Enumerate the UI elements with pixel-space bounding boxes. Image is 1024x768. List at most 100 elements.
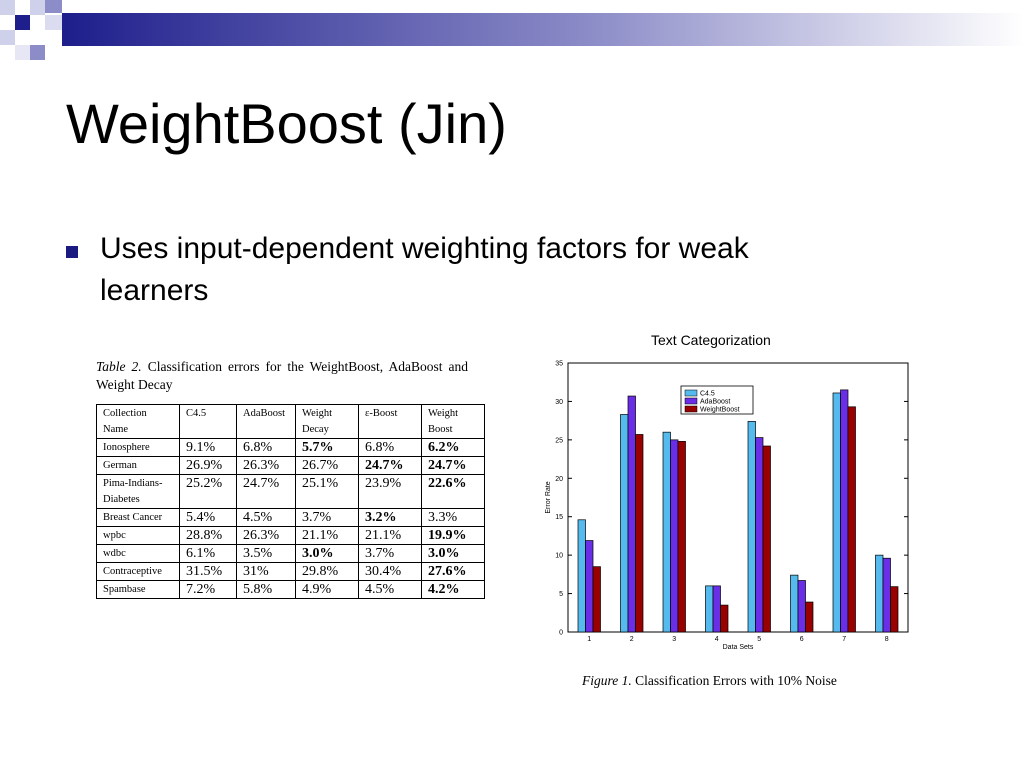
y-tick-label: 10 bbox=[555, 553, 563, 560]
table-cell: 3.7% bbox=[295, 508, 359, 527]
table-cell: 3.0% bbox=[421, 544, 485, 563]
y-tick-label: 30 bbox=[555, 399, 563, 406]
table-cell: 28.8% bbox=[179, 526, 237, 545]
table-caption-label: Table 2. bbox=[96, 359, 142, 374]
legend-swatch bbox=[684, 397, 698, 405]
error-rate-bar-chart: 0 5 10 15 20 25 30 35 1 2 3 4 5 6 7 8 Data Sets Error Rat… bbox=[545, 361, 909, 651]
table-header-cell: C4.5 bbox=[179, 404, 237, 439]
table-row-name: Ionosphere bbox=[96, 438, 180, 457]
legend-entry: AdaBoost bbox=[700, 399, 730, 406]
table-cell: 31.5% bbox=[179, 562, 237, 581]
x-tick-label: 8 bbox=[885, 636, 889, 643]
table-cell: 31% bbox=[236, 562, 296, 581]
table-cell: 3.5% bbox=[236, 544, 296, 563]
table-cell: 26.3% bbox=[236, 456, 296, 475]
table-cell: 24.7% bbox=[421, 456, 485, 475]
table-cell: 27.6% bbox=[421, 562, 485, 581]
table-cell: 7.2% bbox=[179, 580, 237, 599]
table-row: wpbc 28.8% 26.3% 21.1% 21.1% 19.9% bbox=[96, 526, 485, 545]
table-row-name: Contraceptive bbox=[96, 562, 180, 581]
table-cell: 5.4% bbox=[179, 508, 237, 527]
table-header-row: Collection Name C4.5 AdaBoost Weight Decay ε… bbox=[96, 404, 485, 439]
bar-c4-5 bbox=[747, 421, 756, 633]
table-row-name: wpbc bbox=[96, 526, 180, 545]
slide-title: WeightBoost (Jin) bbox=[66, 92, 507, 155]
bar-c4-5 bbox=[875, 554, 884, 633]
bar-adaboost bbox=[670, 439, 679, 633]
table-row-name: German bbox=[96, 456, 180, 475]
table-header-cell: Weight Decay bbox=[295, 404, 359, 439]
y-axis-label: Error Rate bbox=[545, 481, 552, 513]
bar-weightboost bbox=[890, 586, 899, 633]
table-cell: 3.7% bbox=[358, 544, 422, 563]
legend-entry: WeightBoost bbox=[700, 407, 740, 414]
bar-adaboost bbox=[755, 437, 764, 633]
bar-weightboost bbox=[847, 406, 856, 633]
bar-c4-5 bbox=[705, 585, 714, 633]
table-row-name: Spambase bbox=[96, 580, 180, 599]
y-tick-label: 25 bbox=[555, 437, 563, 444]
bullet-item: Uses input-dependent weighting factors f… bbox=[66, 228, 886, 312]
figure-caption-label: Figure 1. bbox=[582, 673, 632, 688]
table-cell: 6.2% bbox=[421, 438, 485, 457]
y-tick-label: 35 bbox=[555, 361, 563, 368]
y-tick-label: 5 bbox=[559, 591, 563, 598]
table-cell: 3.3% bbox=[421, 508, 485, 527]
table-cell: 4.9% bbox=[295, 580, 359, 599]
table-cell: 4.5% bbox=[358, 580, 422, 599]
table-cell: 24.7% bbox=[236, 474, 296, 509]
table-cell: 5.7% bbox=[295, 438, 359, 457]
bullet-text: Uses input-dependent weighting factors f… bbox=[100, 232, 749, 307]
table-cell: 3.0% bbox=[295, 544, 359, 563]
table-cell: 26.3% bbox=[236, 526, 296, 545]
table-cell: 30.4% bbox=[358, 562, 422, 581]
table-header-cell: ε-Boost bbox=[358, 404, 422, 439]
y-tick-label: 0 bbox=[559, 630, 563, 637]
table-cell: 21.1% bbox=[295, 526, 359, 545]
bar-adaboost bbox=[840, 389, 849, 633]
table-cell: 29.8% bbox=[295, 562, 359, 581]
table-cell: 4.5% bbox=[236, 508, 296, 527]
y-tick-label: 15 bbox=[555, 514, 563, 521]
y-tick-label: 20 bbox=[555, 476, 563, 483]
bar-weightboost bbox=[762, 445, 771, 633]
x-tick-label: 7 bbox=[842, 636, 846, 643]
x-tick-label: 2 bbox=[630, 636, 634, 643]
figure-caption: Figure 1. Classification Errors with 10%… bbox=[582, 673, 837, 689]
x-axis-label: Data Sets bbox=[723, 644, 754, 651]
table-cell: 26.9% bbox=[179, 456, 237, 475]
chart-label: Text Categorization bbox=[651, 332, 771, 348]
table-header-cell: Weight Boost bbox=[421, 404, 485, 439]
table-cell: 22.6% bbox=[421, 474, 485, 509]
table-row: Breast Cancer 5.4% 4.5% 3.7% 3.2% 3.3% bbox=[96, 508, 485, 527]
table-row: wdbc 6.1% 3.5% 3.0% 3.7% 3.0% bbox=[96, 544, 485, 563]
table-row: Pima-Indians-Diabetes 25.2% 24.7% 25.1% 23.9… bbox=[96, 474, 485, 509]
table-cell: 9.1% bbox=[179, 438, 237, 457]
figure-caption-text: Classification Errors with 10% Noise bbox=[635, 673, 837, 688]
bar-c4-5 bbox=[662, 431, 671, 633]
table-cell: 4.2% bbox=[421, 580, 485, 599]
bar-weightboost bbox=[592, 566, 601, 633]
legend-swatch bbox=[684, 389, 698, 397]
table-row: German 26.9% 26.3% 26.7% 24.7% 24.7% bbox=[96, 456, 485, 475]
table-row-name: Pima-Indians-Diabetes bbox=[96, 474, 180, 509]
square-bullet-icon bbox=[66, 246, 78, 258]
table-header-cell: Collection Name bbox=[96, 404, 180, 439]
table-cell: 23.9% bbox=[358, 474, 422, 509]
x-tick-label: 6 bbox=[800, 636, 804, 643]
table-caption-text: Classification errors for the WeightBoos… bbox=[96, 359, 468, 392]
table-cell: 21.1% bbox=[358, 526, 422, 545]
table-row: Contraceptive 31.5% 31% 29.8% 30.4% 27.6% bbox=[96, 562, 485, 581]
legend-swatch bbox=[684, 405, 698, 413]
x-tick-label: 3 bbox=[672, 636, 676, 643]
table-header-cell: AdaBoost bbox=[236, 404, 296, 439]
bar-adaboost bbox=[882, 557, 891, 633]
table-row: Spambase 7.2% 5.8% 4.9% 4.5% 4.2% bbox=[96, 580, 485, 599]
bar-weightboost bbox=[720, 604, 729, 633]
table-cell: 26.7% bbox=[295, 456, 359, 475]
x-tick-label: 1 bbox=[587, 636, 591, 643]
bar-adaboost bbox=[585, 540, 594, 633]
bar-c4-5 bbox=[620, 414, 629, 633]
bar-weightboost bbox=[805, 601, 814, 633]
table-cell: 5.8% bbox=[236, 580, 296, 599]
